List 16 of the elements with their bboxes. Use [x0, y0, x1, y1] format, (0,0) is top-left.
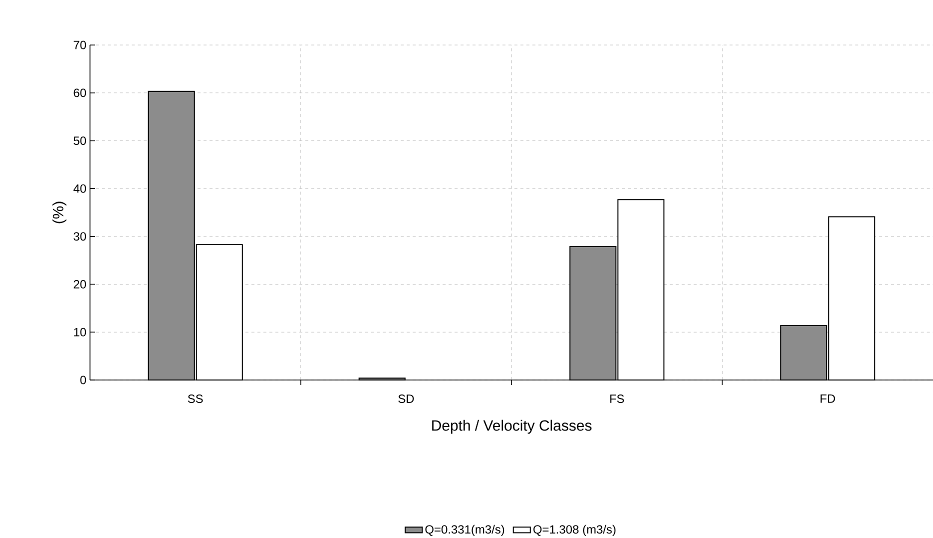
x-tick-label: SS: [188, 394, 203, 403]
legend-label: Q=0.331(m3/s): [425, 524, 504, 536]
x-axis-title: Depth / Velocity Classes: [432, 420, 592, 434]
y-tick-label: 20: [74, 280, 86, 289]
y-tick-label: 30: [74, 232, 86, 241]
y-axis-title: (%): [52, 202, 66, 224]
x-tick-label: SD: [398, 394, 414, 403]
y-tick-label: 10: [74, 328, 86, 336]
y-tick-label: 70: [74, 40, 86, 50]
y-tick-label: 0: [80, 376, 86, 384]
legend-label: Q=1.308 (m3/s): [533, 524, 616, 536]
y-tick-label: 50: [74, 136, 86, 145]
x-tick-label: FD: [820, 394, 836, 403]
y-tick-label: 60: [74, 88, 86, 98]
x-tick-label: FS: [610, 394, 624, 403]
y-tick-label: 40: [73, 184, 86, 193]
